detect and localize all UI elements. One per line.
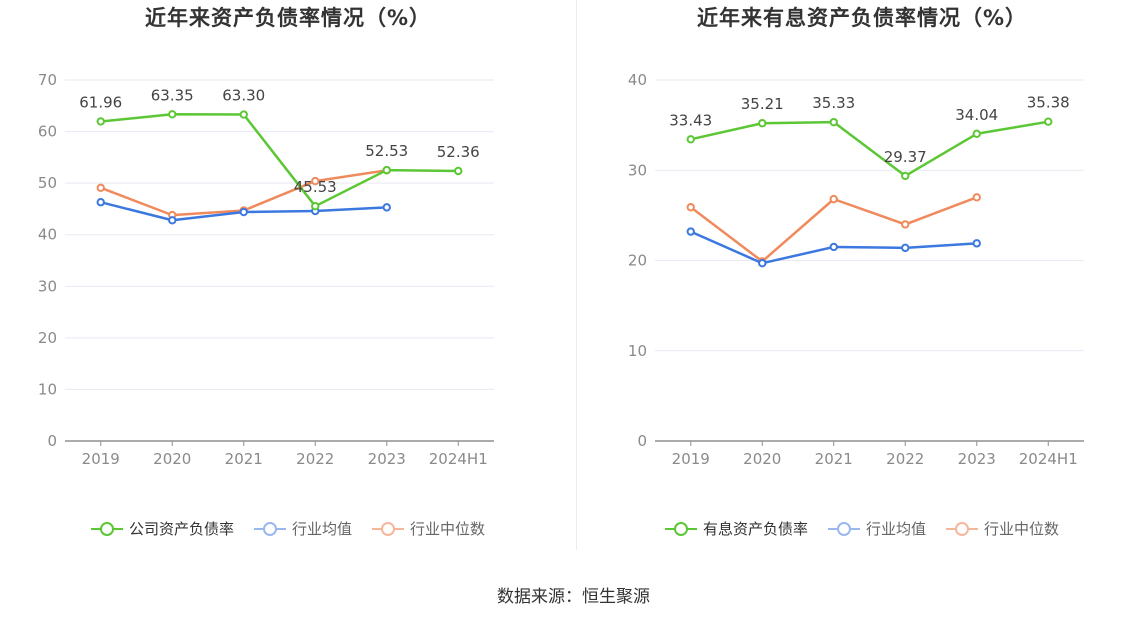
data-point bbox=[758, 259, 767, 268]
data-point bbox=[168, 216, 177, 225]
x-tick-label: 2022 bbox=[886, 450, 924, 468]
data-label: 63.35 bbox=[151, 86, 194, 104]
y-tick-label: 10 bbox=[628, 342, 647, 360]
data-point bbox=[901, 220, 910, 229]
y-tick-label: 0 bbox=[637, 432, 647, 450]
y-tick-label: 20 bbox=[38, 329, 57, 347]
legend-item-industry-median[interactable]: 行业中位数 bbox=[946, 518, 1059, 539]
data-point bbox=[829, 117, 838, 127]
legend-label: 行业中位数 bbox=[984, 520, 1060, 538]
data-point bbox=[96, 198, 105, 207]
data-point bbox=[758, 119, 767, 128]
data-point bbox=[901, 171, 910, 181]
data-label: 61.96 bbox=[79, 93, 122, 111]
legend-line-marker-icon bbox=[946, 521, 978, 537]
series-line bbox=[100, 113, 459, 208]
y-tick-label: 60 bbox=[38, 123, 57, 141]
legend-item-industry-median[interactable]: 行业中位数 bbox=[372, 518, 485, 539]
legend-line-marker-icon bbox=[827, 521, 860, 537]
data-point bbox=[382, 165, 391, 175]
legend-label: 有息资产负债率 bbox=[702, 520, 808, 538]
chart-title: 近年来有息资产负债率情况（%） bbox=[696, 6, 1028, 30]
y-tick-label: 40 bbox=[38, 226, 57, 244]
x-tick-label: 2021 bbox=[225, 450, 263, 468]
x-tick-label: 2020 bbox=[743, 450, 781, 468]
data-point bbox=[311, 176, 320, 186]
data-label: 35.33 bbox=[812, 94, 855, 112]
chart-panel-asset-liability: 近年来资产负债率情况（%） 0 10 20 30 40 50 60 70 2019 2020 202… bbox=[0, 0, 576, 555]
data-point bbox=[829, 242, 838, 252]
data-point bbox=[239, 207, 248, 217]
legend-line-marker-icon bbox=[253, 521, 286, 537]
x-tick-label: 2020 bbox=[153, 450, 191, 468]
data-label: 34.04 bbox=[955, 106, 998, 124]
legend-item-company[interactable]: 有息资产负债率 bbox=[664, 518, 808, 539]
data-point bbox=[239, 110, 248, 119]
y-tick-label: 50 bbox=[38, 174, 57, 192]
data-point bbox=[1044, 117, 1053, 126]
x-tick-label: 2024H1 bbox=[1019, 450, 1078, 468]
data-point bbox=[829, 194, 838, 204]
data-point bbox=[96, 117, 105, 126]
data-source-note: 数据来源：恒生聚源 bbox=[497, 587, 650, 607]
y-tick-label: 0 bbox=[47, 432, 57, 450]
data-label: 29.37 bbox=[884, 148, 927, 166]
data-point bbox=[311, 201, 320, 211]
data-label: 52.53 bbox=[365, 142, 408, 160]
data-label: 35.38 bbox=[1027, 94, 1070, 112]
panel-divider bbox=[576, 0, 577, 550]
x-tick-label: 2023 bbox=[958, 450, 996, 468]
data-point bbox=[972, 239, 981, 248]
legend-label: 行业中位数 bbox=[410, 520, 486, 538]
x-tick-label: 2021 bbox=[815, 450, 853, 468]
data-point bbox=[972, 129, 981, 138]
data-point bbox=[686, 227, 695, 236]
data-point bbox=[96, 183, 105, 192]
data-label: 33.43 bbox=[669, 111, 712, 129]
legend-label: 行业均值 bbox=[865, 520, 926, 538]
data-label: 45.53 bbox=[294, 178, 337, 196]
data-point bbox=[168, 110, 177, 119]
y-tick-label: 10 bbox=[38, 380, 57, 398]
legend-line-marker-icon bbox=[372, 521, 404, 537]
legend-item-industry-mean[interactable]: 行业均值 bbox=[827, 518, 926, 539]
y-tick-label: 20 bbox=[628, 252, 647, 270]
chart-panel-interest-bearing: 近年来有息资产负债率情况（%） 0 10 20 30 40 2019 2020 2021 202… bbox=[577, 0, 1147, 555]
legend-label: 公司资产负债率 bbox=[128, 520, 234, 538]
data-label: 63.30 bbox=[222, 87, 265, 105]
legend-label: 行业均值 bbox=[291, 520, 352, 538]
legend-line-marker-icon bbox=[90, 521, 123, 537]
x-tick-label: 2019 bbox=[672, 450, 710, 468]
legend-item-industry-mean[interactable]: 行业均值 bbox=[253, 518, 352, 539]
chart-legend: 有息资产负债率 行业均值 行业中位数 bbox=[577, 518, 1147, 539]
data-point bbox=[686, 135, 695, 144]
x-tick-label: 2019 bbox=[82, 450, 120, 468]
line-chart-asset-liability: 0 10 20 30 40 50 60 70 2019 2020 2021 2022 2023 2024H… bbox=[38, 71, 494, 468]
data-point bbox=[382, 203, 391, 212]
line-chart-interest-bearing: 0 10 20 30 40 2019 2020 2021 2022 2023 2024H1 33.43… bbox=[628, 71, 1084, 468]
data-point bbox=[972, 193, 981, 202]
y-tick-label: 40 bbox=[628, 71, 647, 89]
data-point bbox=[901, 243, 910, 253]
x-tick-label: 2024H1 bbox=[429, 450, 488, 468]
legend-item-company[interactable]: 公司资产负债率 bbox=[90, 518, 234, 539]
data-label: 35.21 bbox=[741, 95, 784, 113]
chart-legend: 公司资产负债率 行业均值 行业中位数 bbox=[0, 518, 576, 539]
data-point bbox=[686, 203, 695, 212]
chart-title: 近年来资产负债率情况（%） bbox=[144, 6, 432, 30]
data-point bbox=[454, 166, 463, 176]
y-tick-label: 30 bbox=[38, 277, 57, 295]
series-line bbox=[690, 120, 1049, 178]
y-tick-label: 70 bbox=[38, 71, 57, 89]
x-tick-label: 2022 bbox=[296, 450, 334, 468]
legend-line-marker-icon bbox=[664, 521, 697, 537]
x-tick-label: 2023 bbox=[368, 450, 406, 468]
y-tick-label: 30 bbox=[628, 161, 647, 179]
data-label: 52.36 bbox=[437, 143, 480, 161]
